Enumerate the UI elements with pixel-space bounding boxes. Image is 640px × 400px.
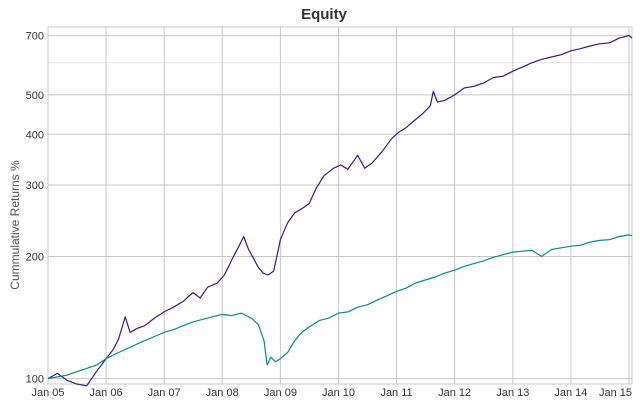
x-tick-label: Jan 12 — [438, 387, 471, 399]
y-tick-label: 500 — [26, 90, 44, 102]
x-tick-label: Jan 13 — [496, 387, 529, 399]
series-lines — [47, 35, 633, 387]
y-tick-label: 100 — [26, 374, 44, 386]
y-axis-label: Cummulative Returns % — [8, 160, 22, 290]
y-tick-label: 400 — [26, 129, 44, 141]
x-tick-label: Jan 14 — [554, 387, 587, 399]
grid — [47, 26, 633, 385]
y-tick-label: 700 — [26, 31, 44, 43]
x-tick-label: Jan 08 — [206, 387, 239, 399]
x-tick-label: Jan 09 — [264, 387, 297, 399]
y-tick-label: 300 — [26, 180, 44, 192]
x-tick-label: Jan 15 — [599, 387, 632, 399]
x-tick-label: Jan 11 — [380, 387, 412, 399]
x-tick-label: Jan 10 — [322, 387, 355, 399]
y-axis-ticks: 100 200 300 400 500 700 — [26, 31, 44, 386]
plot-area — [47, 26, 633, 385]
x-tick-label: Jan 06 — [90, 387, 123, 399]
x-tick-label: Jan 05 — [31, 387, 64, 399]
series-line-2 — [47, 234, 633, 380]
chart-title: Equity — [301, 6, 347, 23]
x-tick-label: Jan 07 — [148, 387, 181, 399]
y-tick-label: 200 — [26, 251, 44, 263]
series-line-1 — [47, 35, 633, 387]
x-axis-ticks: Jan 05 Jan 06 Jan 07 Jan 08 Jan 09 Jan 10 Jan … — [31, 387, 632, 399]
